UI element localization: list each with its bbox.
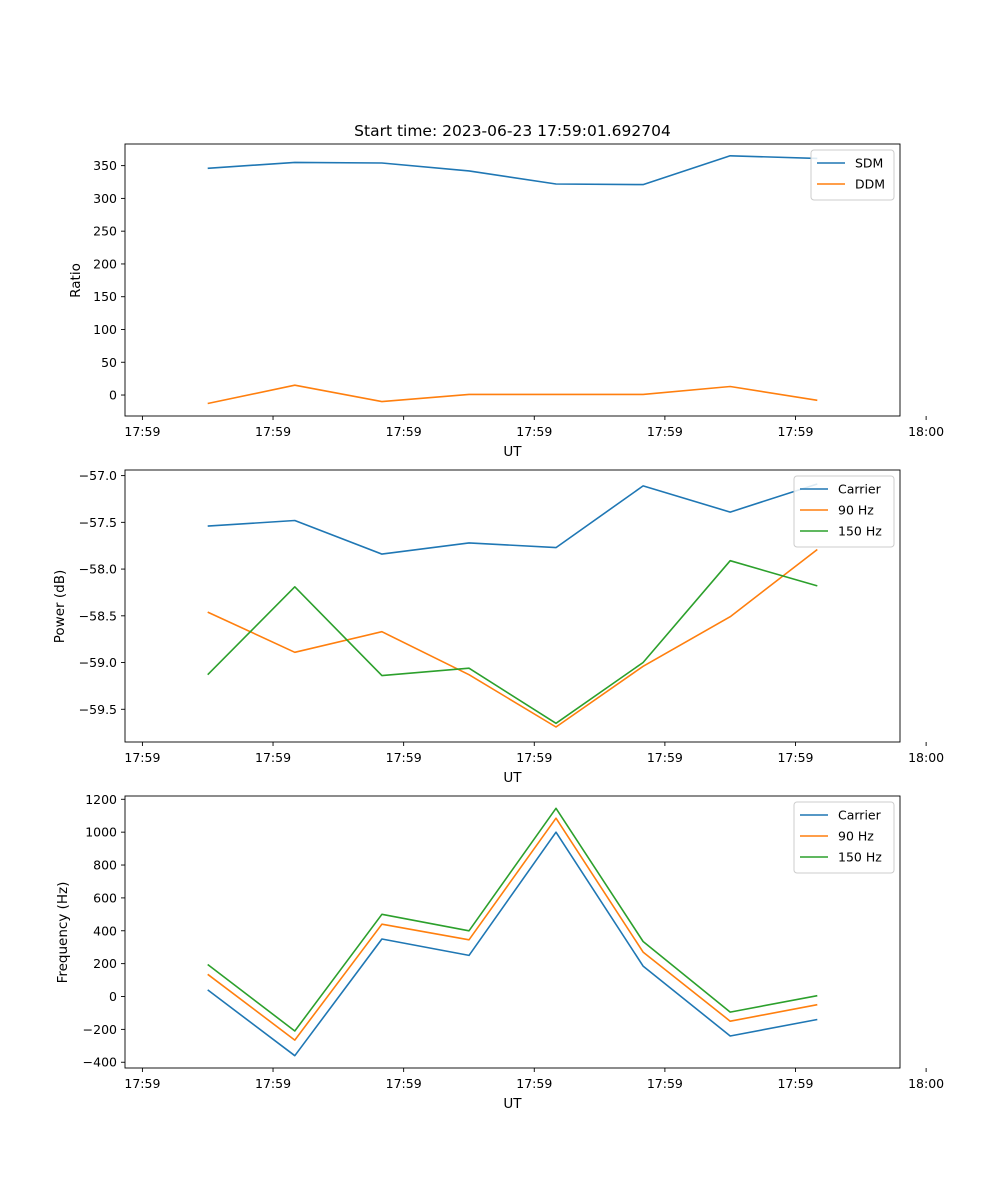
y-axis-label: Power (dB) — [52, 570, 68, 643]
y-tick-label: 800 — [93, 858, 117, 873]
y-tick-label: 1000 — [85, 825, 117, 840]
legend: SDM DDM — [810, 149, 895, 201]
series-line-150-hz — [207, 559, 818, 725]
x-tick-label: 17:59 — [777, 424, 813, 439]
x-tick-label: 17:59 — [255, 424, 291, 439]
legend-label: Carrier — [838, 482, 882, 497]
y-tick-label: −57.0 — [79, 468, 117, 483]
legend-box — [793, 801, 895, 874]
legend-label: 150 Hz — [838, 850, 882, 865]
legend-label: SDM — [855, 156, 883, 171]
x-tick-label: 18:00 — [908, 424, 944, 439]
y-tick-label: 350 — [93, 158, 117, 173]
x-tick-label: 18:00 — [908, 750, 944, 765]
x-tick-label: 17:59 — [777, 1076, 813, 1091]
y-tick-label: 250 — [93, 224, 117, 239]
series-line-carrier — [207, 831, 818, 1057]
x-tick-label: 18:00 — [908, 1076, 944, 1091]
y-tick-label: 100 — [93, 322, 117, 337]
legend: Carrier 90 Hz 150 Hz — [793, 801, 895, 874]
x-tick-label: 17:59 — [647, 750, 683, 765]
y-axis-label: Frequency (Hz) — [55, 882, 71, 984]
y-tick-label: −57.5 — [79, 515, 117, 530]
y-tick-label: 200 — [93, 256, 117, 271]
legend-label: 90 Hz — [838, 829, 874, 844]
x-tick-label: 17:59 — [124, 750, 160, 765]
x-tick-label: 17:59 — [255, 750, 291, 765]
legend-label: 150 Hz — [838, 524, 882, 539]
y-tick-label: 300 — [93, 191, 117, 206]
plot-area-frequency: 17:59 17:59 17:59 17:59 17:59 17:59 18:00 −400 −… — [83, 792, 945, 1091]
legend-label: Carrier — [838, 808, 882, 823]
y-tick-label: −59.5 — [79, 702, 117, 717]
y-tick-label: 0 — [109, 388, 117, 403]
panel-ratio: Start time: 2023-06-23 17:59:01.692704 1… — [68, 122, 944, 460]
y-tick-label: −59.0 — [79, 655, 117, 670]
plot-area-power: 17:59 17:59 17:59 17:59 17:59 17:59 18:00 −59.5… — [79, 468, 944, 765]
legend: Carrier 90 Hz 150 Hz — [793, 475, 895, 548]
axes-frame — [124, 143, 901, 417]
panel-power: 17:59 17:59 17:59 17:59 17:59 17:59 18:00 −59.5… — [52, 468, 944, 786]
y-tick-label: −200 — [83, 1022, 117, 1037]
x-tick-label: 17:59 — [124, 1076, 160, 1091]
x-tick-label: 17:59 — [386, 424, 422, 439]
y-tick-label: −400 — [83, 1055, 117, 1070]
x-tick-label: 17:59 — [647, 424, 683, 439]
y-tick-label: 0 — [109, 989, 117, 1004]
x-tick-label: 17:59 — [386, 1076, 422, 1091]
x-axis-label: UT — [503, 444, 522, 460]
x-tick-label: 17:59 — [516, 750, 552, 765]
x-tick-label: 17:59 — [124, 424, 160, 439]
y-tick-label: 150 — [93, 289, 117, 304]
series-line-90-hz — [207, 548, 818, 728]
series-line-90-hz — [207, 817, 818, 1041]
plot-area-ratio: 17:59 17:59 17:59 17:59 17:59 17:59 18:00 0 50 10… — [93, 143, 944, 439]
series-line-sdm — [207, 155, 818, 186]
y-tick-label: −58.0 — [79, 562, 117, 577]
legend-box — [793, 475, 895, 548]
y-tick-label: 400 — [93, 923, 117, 938]
y-tick-label: 200 — [93, 956, 117, 971]
x-tick-label: 17:59 — [516, 1076, 552, 1091]
y-tick-label: −58.5 — [79, 608, 117, 623]
x-axis-label: UT — [503, 1096, 522, 1112]
x-tick-label: 17:59 — [255, 1076, 291, 1091]
panel-frequency: 17:59 17:59 17:59 17:59 17:59 17:59 18:00 −400 −… — [55, 792, 944, 1112]
y-tick-label: 600 — [93, 890, 117, 905]
x-axis-label: UT — [503, 770, 522, 786]
x-tick-label: 17:59 — [647, 1076, 683, 1091]
chart-title: Start time: 2023-06-23 17:59:01.692704 — [354, 122, 671, 140]
x-tick-label: 17:59 — [516, 424, 552, 439]
axes-frame — [124, 469, 901, 743]
legend-label: 90 Hz — [838, 503, 874, 518]
series-line-ddm — [207, 384, 818, 405]
x-tick-label: 17:59 — [386, 750, 422, 765]
legend-label: DDM — [855, 177, 885, 192]
y-axis-label: Ratio — [68, 263, 84, 298]
y-tick-label: 1200 — [85, 792, 117, 807]
y-tick-label: 50 — [101, 355, 117, 370]
series-line-150-hz — [207, 807, 818, 1032]
axes-frame — [124, 795, 901, 1069]
x-tick-label: 17:59 — [777, 750, 813, 765]
series-line-carrier — [207, 483, 818, 555]
